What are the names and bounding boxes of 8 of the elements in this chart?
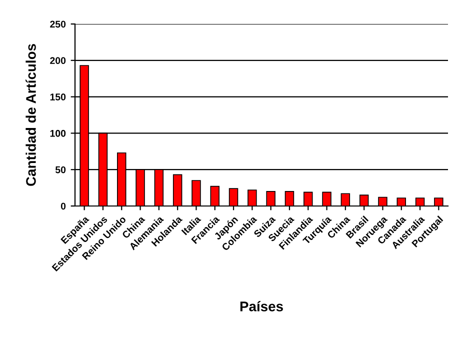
y-tick-label: 200: [50, 57, 66, 64]
y-tick-label: 100: [50, 130, 66, 137]
y-tick-label: 0: [60, 202, 66, 210]
y-tick-label: 150: [50, 94, 66, 100]
x-axis-title: Países: [240, 301, 283, 312]
y-tick-label: 250: [50, 20, 66, 28]
y-axis-title: Cantidad de Artículos: [26, 44, 36, 186]
y-tick-label: 50: [55, 166, 66, 174]
